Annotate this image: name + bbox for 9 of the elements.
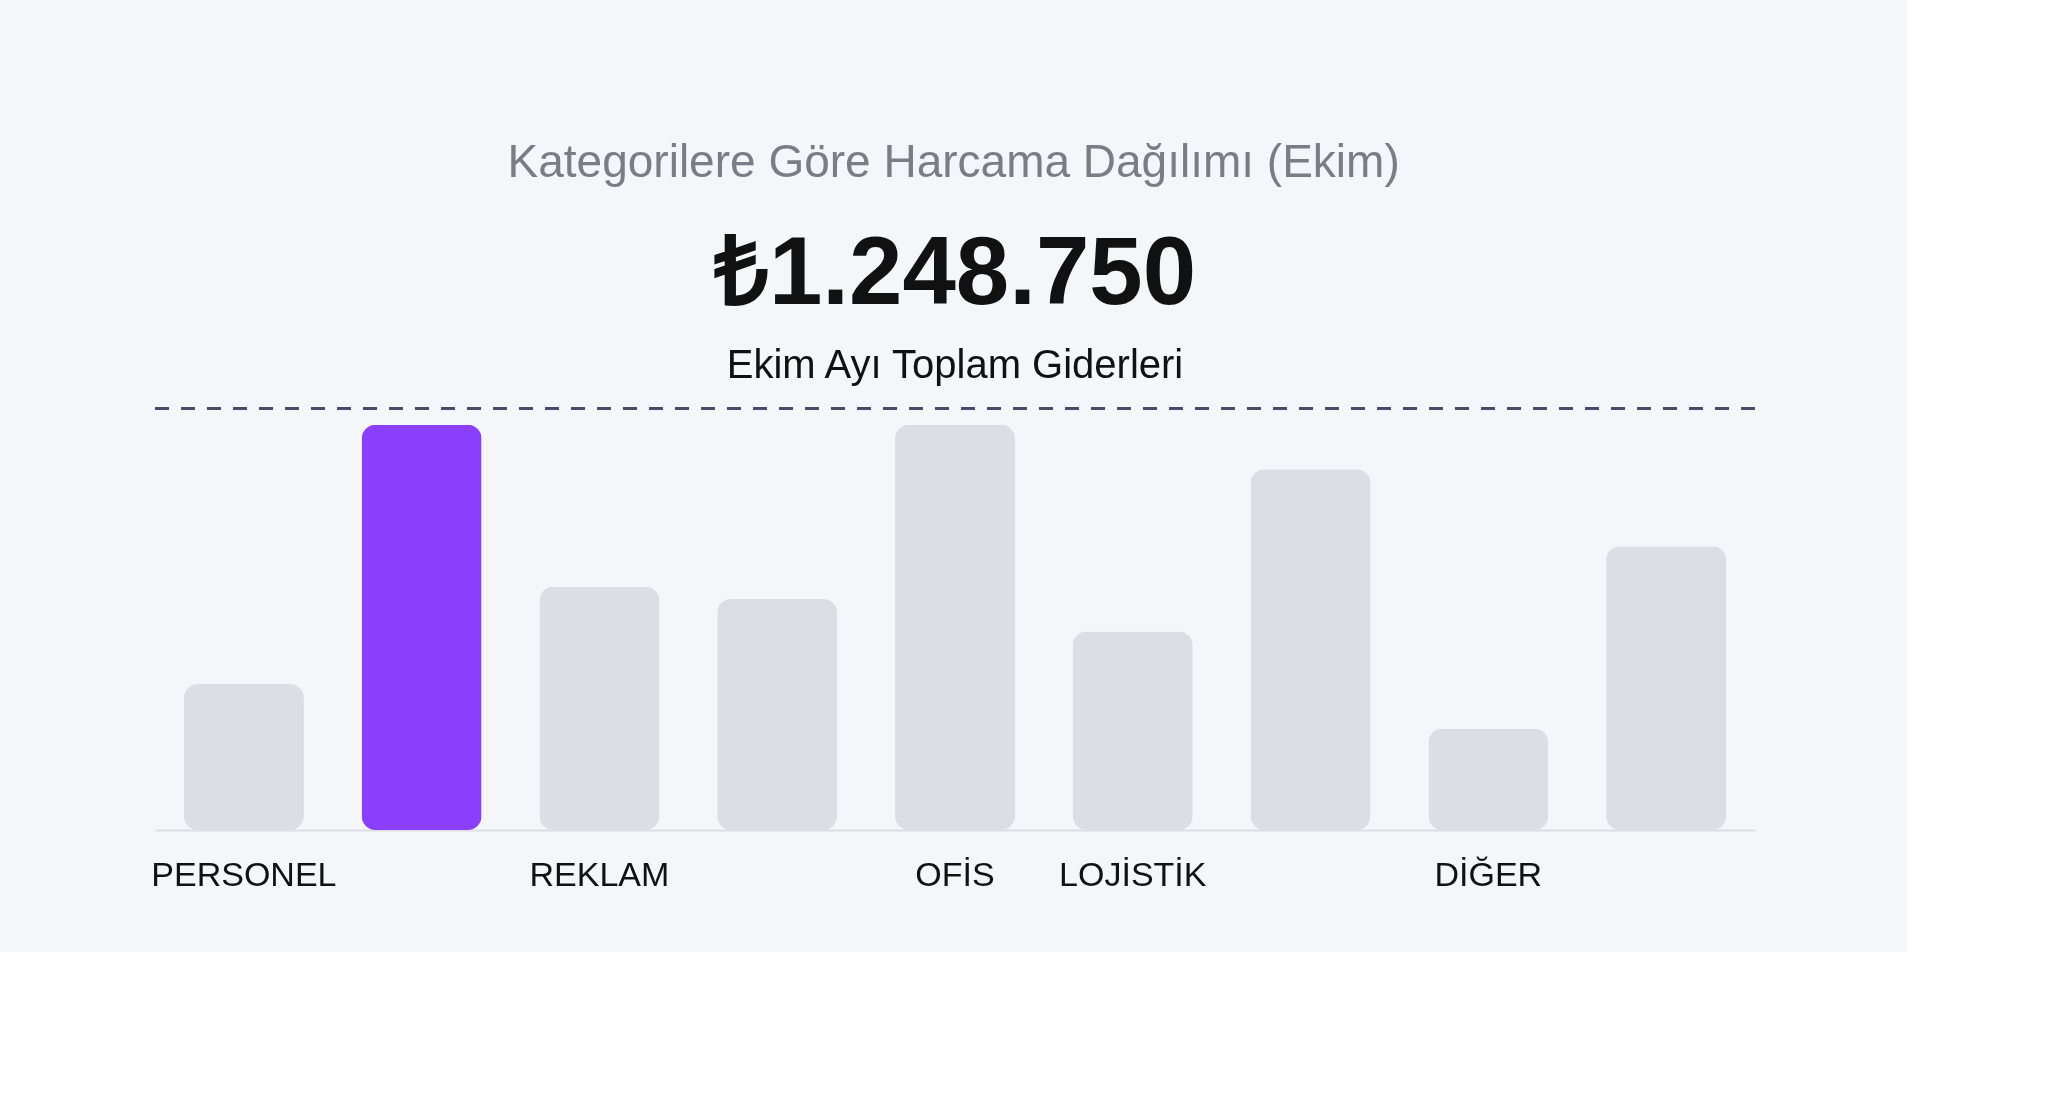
chart-title: Kategorilere Göre Harcama Dağılımı (Ekim) — [507, 135, 1400, 187]
x-tick-label: LOJİSTİK — [1059, 854, 1207, 893]
bar — [361, 424, 482, 830]
text: Ekim Ayı Toplam Giderleri — [726, 342, 1184, 386]
x-tick-label: REKLAM — [529, 854, 670, 893]
x-tick-label: OFİS — [915, 854, 995, 893]
text: ₺1.248.750 — [713, 216, 1197, 324]
x-tick-label: PERSONEL — [151, 854, 337, 893]
x-tick-label: DİĞER — [1434, 854, 1543, 893]
